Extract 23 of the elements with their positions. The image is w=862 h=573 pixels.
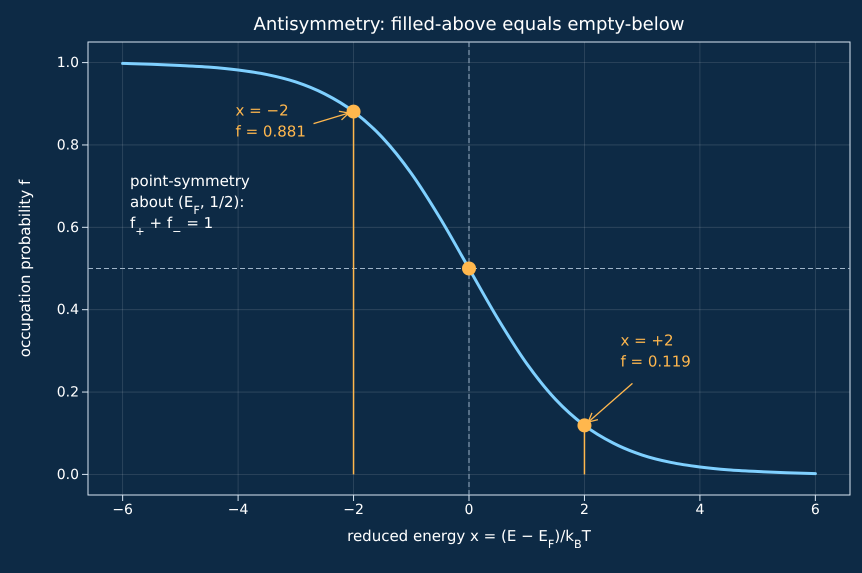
x-tick-label: 0 xyxy=(464,502,474,518)
x-tick-label: −2 xyxy=(343,502,364,518)
y-tick-label: 0.6 xyxy=(56,220,80,236)
x-axis-title: reduced energy x = (E − E$_{F}$)/k$_{B}$T xyxy=(347,527,592,550)
y-tick-label: 1.0 xyxy=(56,55,79,72)
annotation: x = −2 f = 0.881 xyxy=(236,102,306,141)
annotation: x = +2 f = 0.119 xyxy=(620,331,691,370)
y-tick-label: 0.0 xyxy=(56,466,79,483)
y-tick-label: 0.2 xyxy=(56,384,79,401)
point xyxy=(462,262,476,276)
y-tick-label: 0.8 xyxy=(56,137,79,154)
x-tick-label: 6 xyxy=(810,502,820,518)
text: point-symmetry about (E$_{F}$, 1/2): f$_{+}$ + f$_{−}$ = 1 xyxy=(130,172,250,238)
point xyxy=(577,418,592,432)
line-series xyxy=(121,62,817,476)
point xyxy=(346,104,361,119)
x-tick-label: −6 xyxy=(112,502,134,518)
y-tick-label: 0.4 xyxy=(56,302,80,318)
y-axis-title: occupation probability f xyxy=(16,179,34,358)
x-tick-label: −4 xyxy=(228,502,248,518)
x-tick-label: 2 xyxy=(580,502,589,518)
x-tick-label: 4 xyxy=(695,502,704,518)
chart-title: Antisymmetry: filled-above equals empty-below xyxy=(254,14,684,35)
